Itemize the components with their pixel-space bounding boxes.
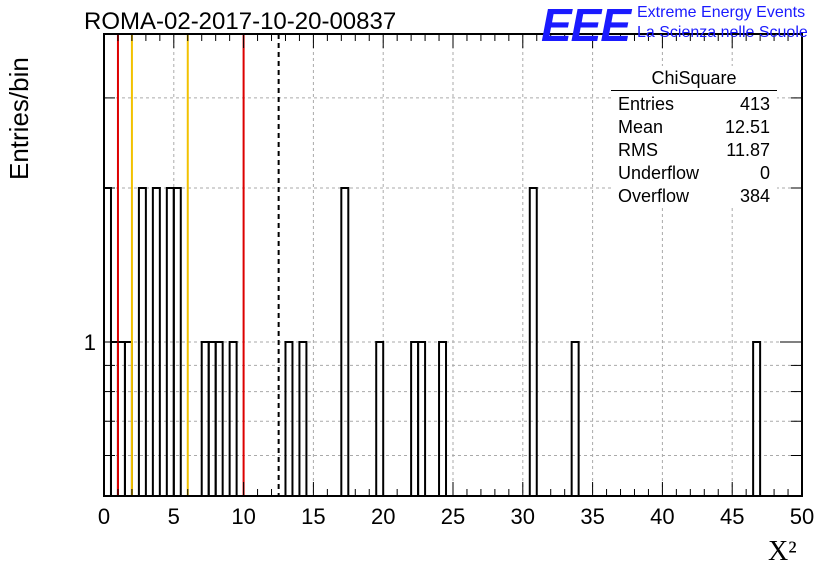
stat-row-entries: Entries 413 bbox=[611, 93, 777, 116]
histogram-bin bbox=[284, 341, 294, 496]
stat-label: Overflow bbox=[618, 186, 690, 206]
stats-box: ChiSquare Entries 413 Mean 12.51 RMS 11.… bbox=[611, 66, 777, 208]
stat-row-overflow: Overflow 384 bbox=[611, 185, 777, 208]
x-tick-label: 25 bbox=[441, 504, 465, 529]
eee-tagline-1: Extreme Energy Events bbox=[637, 4, 806, 21]
run-title: ROMA-02-2017-10-20-00837 bbox=[84, 8, 397, 35]
x-axis-label: X² bbox=[768, 536, 797, 567]
marker-lines bbox=[116, 34, 280, 496]
y-axis-label: Entries/bin bbox=[4, 57, 34, 180]
histogram bbox=[103, 187, 762, 496]
stat-value: 384 bbox=[739, 186, 770, 206]
stat-value: 0 bbox=[759, 163, 770, 183]
stat-row-underflow: Underflow 0 bbox=[611, 162, 777, 185]
histogram-bin bbox=[438, 341, 448, 496]
histogram-bin bbox=[752, 341, 762, 496]
histogram-bin bbox=[228, 341, 238, 496]
x-tick-label: 40 bbox=[650, 504, 674, 529]
stat-row-mean: Mean 12.51 bbox=[611, 116, 777, 139]
stats-title: ChiSquare bbox=[611, 66, 777, 91]
x-tick-label: 50 bbox=[790, 504, 814, 529]
eee-tagline-2: La Scienza nelle Scuole bbox=[637, 24, 808, 41]
stat-value: 413 bbox=[739, 94, 770, 114]
eee-logo: EEE bbox=[541, 0, 631, 51]
x-tick-label: 30 bbox=[511, 504, 535, 529]
stat-label: Entries bbox=[618, 94, 675, 114]
x-tick-label: 5 bbox=[168, 504, 180, 529]
histogram-bin bbox=[151, 187, 161, 496]
histogram-bin bbox=[417, 341, 427, 496]
tick-marks bbox=[103, 34, 803, 496]
stat-label: RMS bbox=[618, 140, 658, 160]
y-tick-label: 1 bbox=[84, 330, 96, 355]
histogram-bin bbox=[172, 187, 182, 496]
x-tick-label: 20 bbox=[371, 504, 395, 529]
stat-value: 11.87 bbox=[726, 140, 770, 160]
x-tick-label: 35 bbox=[580, 504, 604, 529]
histogram-bin bbox=[340, 187, 350, 496]
stat-label: Mean bbox=[618, 117, 664, 137]
stat-row-rms: RMS 11.87 bbox=[611, 139, 777, 162]
histogram-bin bbox=[137, 187, 147, 496]
histogram-bin bbox=[570, 341, 580, 496]
x-tick-label: 10 bbox=[231, 504, 255, 529]
tick-labels: 0 5 10 15 20 25 30 35 40 45 50 1 bbox=[84, 330, 814, 529]
stat-label: Underflow bbox=[618, 163, 700, 183]
x-tick-label: 45 bbox=[720, 504, 744, 529]
x-tick-label: 15 bbox=[301, 504, 325, 529]
x-tick-label: 0 bbox=[98, 504, 110, 529]
histogram-bin bbox=[298, 341, 308, 496]
histogram-bin bbox=[528, 187, 538, 496]
stat-value: 12.51 bbox=[724, 117, 770, 137]
histogram-bin bbox=[375, 341, 385, 496]
histogram-bin bbox=[214, 341, 224, 496]
